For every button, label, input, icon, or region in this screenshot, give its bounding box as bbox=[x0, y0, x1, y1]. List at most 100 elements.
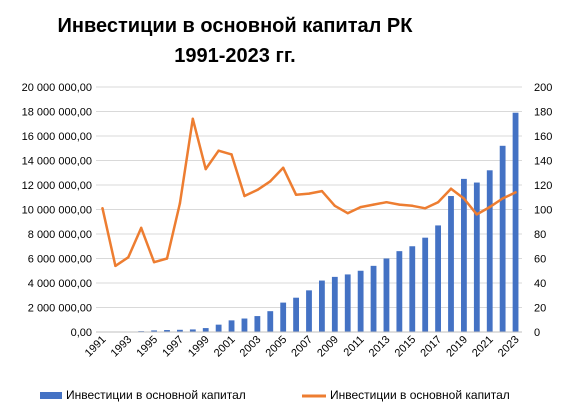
chart-title-line-1: Инвестиции в основной капитал РК bbox=[57, 15, 413, 37]
bar-2002 bbox=[241, 318, 248, 332]
bar-2006 bbox=[293, 297, 299, 332]
y-right-tick-label: 120 bbox=[534, 180, 552, 192]
line-point-2008 bbox=[320, 189, 324, 193]
line-point-2006 bbox=[294, 193, 298, 196]
y-left-tick-label: 2 000 000,00 bbox=[28, 303, 92, 315]
y-right-tick-label: 140 bbox=[534, 156, 552, 168]
y-right-tick-label: 20 bbox=[534, 303, 546, 315]
y-left-tick-label: 14 000 000,00 bbox=[22, 156, 92, 168]
line-point-2007 bbox=[307, 192, 311, 195]
legend-label-line: Инвестиции в основной капитал bbox=[330, 388, 510, 402]
y-left-tick-label: 10 000 000,00 bbox=[22, 205, 92, 217]
line-point-1997 bbox=[178, 202, 182, 205]
x-tick-label: 2011 bbox=[342, 334, 367, 359]
line-point-1995 bbox=[152, 260, 156, 264]
bar-2021 bbox=[486, 170, 493, 332]
x-tick-label: 2019 bbox=[444, 334, 470, 360]
bar-2017 bbox=[435, 225, 441, 332]
y-right-tick-label: 80 bbox=[534, 229, 546, 241]
line-point-2016 bbox=[423, 207, 427, 210]
bar-2023 bbox=[512, 112, 519, 332]
x-tick-label: 2023 bbox=[496, 334, 522, 360]
y-left-tick-label: 20 000 000,00 bbox=[22, 82, 92, 94]
line-point-2001 bbox=[230, 153, 233, 156]
y-right-tick-label: 100 bbox=[534, 205, 552, 217]
y-right-tick-label: 40 bbox=[534, 278, 546, 290]
x-tick-label: 2009 bbox=[315, 334, 341, 360]
x-tick-label: 1999 bbox=[186, 334, 212, 360]
bar-2012 bbox=[370, 265, 377, 332]
bar-1998 bbox=[189, 329, 196, 332]
bar-2005 bbox=[280, 302, 287, 332]
line-point-2013 bbox=[385, 200, 388, 204]
y-right-tick-label: 180 bbox=[534, 107, 552, 119]
bar-1995 bbox=[151, 330, 157, 332]
bar-1997 bbox=[177, 329, 183, 332]
line-point-2012 bbox=[372, 203, 375, 206]
x-tick-label: 2007 bbox=[289, 334, 315, 360]
x-tick-label: 1997 bbox=[160, 334, 186, 360]
line-point-2009 bbox=[333, 204, 337, 208]
line-point-2022 bbox=[501, 197, 504, 200]
bar-1996 bbox=[164, 330, 170, 332]
bar-2020 bbox=[473, 182, 480, 332]
line-point-2018 bbox=[449, 187, 453, 190]
line-point-2002 bbox=[243, 194, 246, 198]
line-point-1998 bbox=[191, 117, 195, 121]
legend-swatch-bar bbox=[40, 392, 62, 399]
y-left-tick-label: 0,00 bbox=[71, 327, 92, 339]
line-point-2004 bbox=[269, 180, 272, 183]
line-point-2014 bbox=[398, 203, 401, 206]
x-tick-label: 2013 bbox=[367, 334, 393, 360]
bar-2018 bbox=[448, 196, 454, 332]
x-tick-label: 2015 bbox=[393, 334, 419, 360]
bar-2008 bbox=[319, 280, 325, 332]
x-tick-label: 2003 bbox=[238, 334, 264, 360]
chart-title-line-2: 1991-2023 гг. bbox=[174, 45, 296, 67]
bar-2009 bbox=[331, 276, 338, 332]
line-point-1999 bbox=[204, 167, 207, 171]
y-left-tick-label: 8 000 000,00 bbox=[28, 229, 92, 241]
line-point-2019 bbox=[462, 197, 466, 200]
bar-2003 bbox=[254, 316, 261, 332]
line-point-1996 bbox=[165, 257, 169, 260]
bar-2015 bbox=[409, 246, 416, 332]
bar-2022 bbox=[499, 145, 506, 332]
line-point-2020 bbox=[475, 213, 479, 216]
y-right-tick-label: 160 bbox=[534, 131, 552, 143]
y-right-tick-label: 200 bbox=[534, 82, 552, 94]
x-tick-label: 1993 bbox=[109, 334, 135, 360]
bar-2007 bbox=[306, 290, 312, 332]
x-tick-label: 2005 bbox=[264, 334, 290, 360]
line-point-2011 bbox=[359, 205, 362, 209]
bar-2014 bbox=[396, 251, 403, 332]
bar-2013 bbox=[383, 258, 390, 332]
line-point-1994 bbox=[139, 226, 143, 230]
line-point-1991 bbox=[101, 207, 104, 210]
y-left-tick-label: 6 000 000,00 bbox=[28, 254, 92, 266]
y-left-tick-label: 12 000 000,00 bbox=[22, 180, 92, 192]
bar-2011 bbox=[357, 270, 364, 332]
bar-1999 bbox=[202, 328, 209, 332]
bar-2016 bbox=[422, 237, 429, 332]
x-tick-label: 2021 bbox=[470, 334, 496, 360]
x-tick-label: 2001 bbox=[212, 334, 238, 360]
y-right-tick-label: 60 bbox=[534, 254, 546, 266]
y-left-tick-label: 16 000 000,00 bbox=[22, 131, 92, 143]
line-point-2015 bbox=[411, 204, 414, 208]
line-point-2017 bbox=[436, 200, 440, 204]
bar-2000 bbox=[215, 324, 222, 332]
line-point-2005 bbox=[281, 166, 285, 170]
line-point-1992 bbox=[114, 264, 117, 268]
bar-2001 bbox=[228, 320, 235, 332]
bar-2010 bbox=[344, 274, 351, 332]
line-point-2003 bbox=[256, 188, 259, 192]
line-point-2010 bbox=[346, 211, 349, 215]
line-point-2023 bbox=[514, 191, 517, 194]
line-point-2000 bbox=[217, 149, 220, 152]
line-point-2021 bbox=[488, 205, 491, 209]
bar-2019 bbox=[461, 178, 467, 332]
x-tick-label: 2017 bbox=[418, 334, 444, 360]
